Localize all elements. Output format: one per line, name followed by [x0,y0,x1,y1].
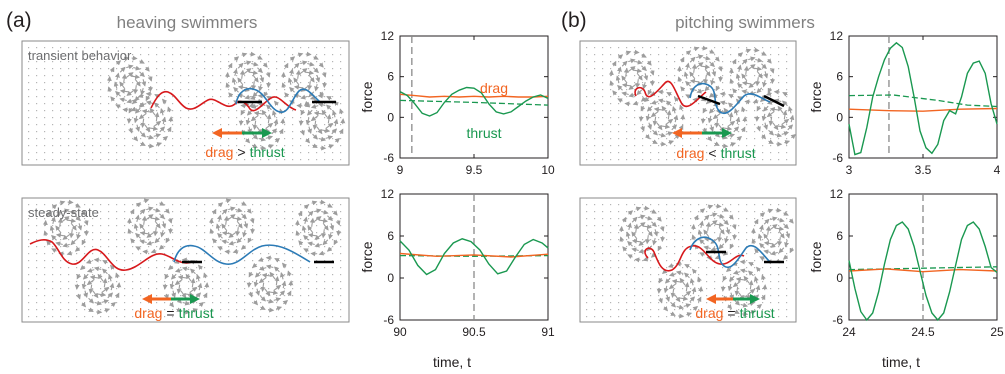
relation-op: < [708,145,716,161]
x-tick-label: 10 [541,163,555,177]
x-tick-label: 24 [842,325,856,339]
relation-drag-text: drag [695,305,723,321]
y-tick-label: -6 [383,313,394,327]
y-tick-label: 12 [381,187,395,201]
wake-path-red [150,90,297,112]
series-drag-line [399,93,549,98]
curve-label-thrust: thrust [466,125,501,141]
svg-text:drag>thrust: drag > thrust [205,144,284,160]
y-tick-label: -6 [832,313,843,327]
y-tick-label: 6 [836,70,843,84]
x-tick-label: 90 [393,325,407,339]
relation-drag-text: drag [205,144,233,160]
relation-drag-text: drag [676,145,704,161]
panel-label-b: (b) [561,9,587,32]
wake-path-blue [689,82,771,115]
flow-field-heaving-transient: transient behavior [21,40,350,166]
y-tick-label: 6 [387,229,394,243]
y-tick-label: 0 [836,110,843,124]
x-tick-label: 3.5 [915,163,932,177]
wake-path-blue [173,244,311,265]
xlabel-a-text: time, t [433,354,471,370]
force-chart-a-steady: -6 0 6 12 90 90.5 91 force [359,187,555,339]
series-mean-line [399,254,549,257]
force-chart-b-transient: -6 0 6 12 3 3.5 4 force [808,29,1001,177]
row-label-transient: transient behavior [28,48,132,63]
relation-thrust-text: thrust [179,305,214,321]
y-tick-label: 0 [387,271,394,285]
force-chart-b-steady: -6 0 6 12 24 24.5 25 force [808,187,1004,339]
wake-path-blue [689,236,771,269]
flow-field-pitching-steady [579,197,797,323]
title-heaving: heaving swimmers [117,13,258,32]
x-tick-label: 24.5 [911,325,935,339]
y-axis-label: force [359,81,375,112]
curve-label-drag: drag [480,80,508,96]
xlabel-a: time, t [433,354,471,370]
xlabel-b-text: time, t [882,354,920,370]
y-tick-label: 0 [836,271,843,285]
svg-text:drag=thrust: drag = thrust [134,305,213,321]
relation-op: = [166,305,174,321]
svg-text:drag<thrust: drag < thrust [676,145,755,161]
wake-path-red [29,239,193,271]
series-thrust-line [848,41,998,156]
y-tick-label: 12 [830,187,844,201]
series-thrust-line [399,238,549,276]
series-mean-line [399,99,549,106]
flow-field-heaving-steady: steady-state [21,197,350,323]
title-pitching: pitching swimmers [675,13,815,32]
y-tick-label: 6 [387,70,394,84]
plot-frame [399,193,549,321]
series-mean-line [848,266,998,271]
y-tick-label: 0 [387,110,394,124]
x-tick-label: 3 [846,163,853,177]
x-tick-label: 9 [397,163,404,177]
wake-path-red [634,80,707,108]
y-axis-label: force [808,81,824,112]
relation-op: = [727,305,735,321]
series-drag-line [848,268,998,273]
y-tick-label: 12 [381,29,395,43]
flow-field-pitching-transient [579,40,797,166]
y-tick-label: -6 [383,151,394,165]
relation-heaving-steady: drag = thrust [134,294,214,321]
wake-path-blue [235,88,321,113]
row-label-steady: steady-state [28,205,99,220]
x-tick-label: 91 [541,325,555,339]
x-tick-label: 9.5 [466,163,483,177]
relation-op: > [237,144,245,160]
xlabel-b: time, t [882,354,920,370]
y-tick-label: 12 [830,29,844,43]
y-axis-label: force [359,241,375,272]
swimmer-body [697,94,721,106]
y-axis-label: force [808,241,824,272]
series-drag-line [399,252,549,258]
relation-heaving-transient: drag > thrust [205,128,285,160]
relation-thrust-text: thrust [740,305,775,321]
relation-pitching-steady: drag = thrust [695,294,775,321]
svg-text:drag=thrust: drag = thrust [695,305,774,321]
x-tick-label: 90.5 [462,325,486,339]
relation-drag-text: drag [134,305,162,321]
relation-pitching-transient: drag < thrust [672,128,756,161]
force-chart-a-transient: -6 0 6 12 9 9.5 10 force [359,29,555,177]
series-drag-line [848,107,998,112]
series-mean-line [848,94,998,108]
relation-thrust-text: thrust [250,144,285,160]
swimmer-body [763,94,785,108]
series-thrust-line [848,221,998,322]
y-tick-label: -6 [832,151,843,165]
plot-frame [848,193,998,321]
x-tick-label: 25 [990,325,1004,339]
panel-label-a: (a) [6,9,32,32]
series-thrust-line [399,86,549,117]
relation-thrust-text: thrust [721,145,756,161]
y-tick-label: 6 [836,229,843,243]
x-tick-label: 4 [994,163,1001,177]
